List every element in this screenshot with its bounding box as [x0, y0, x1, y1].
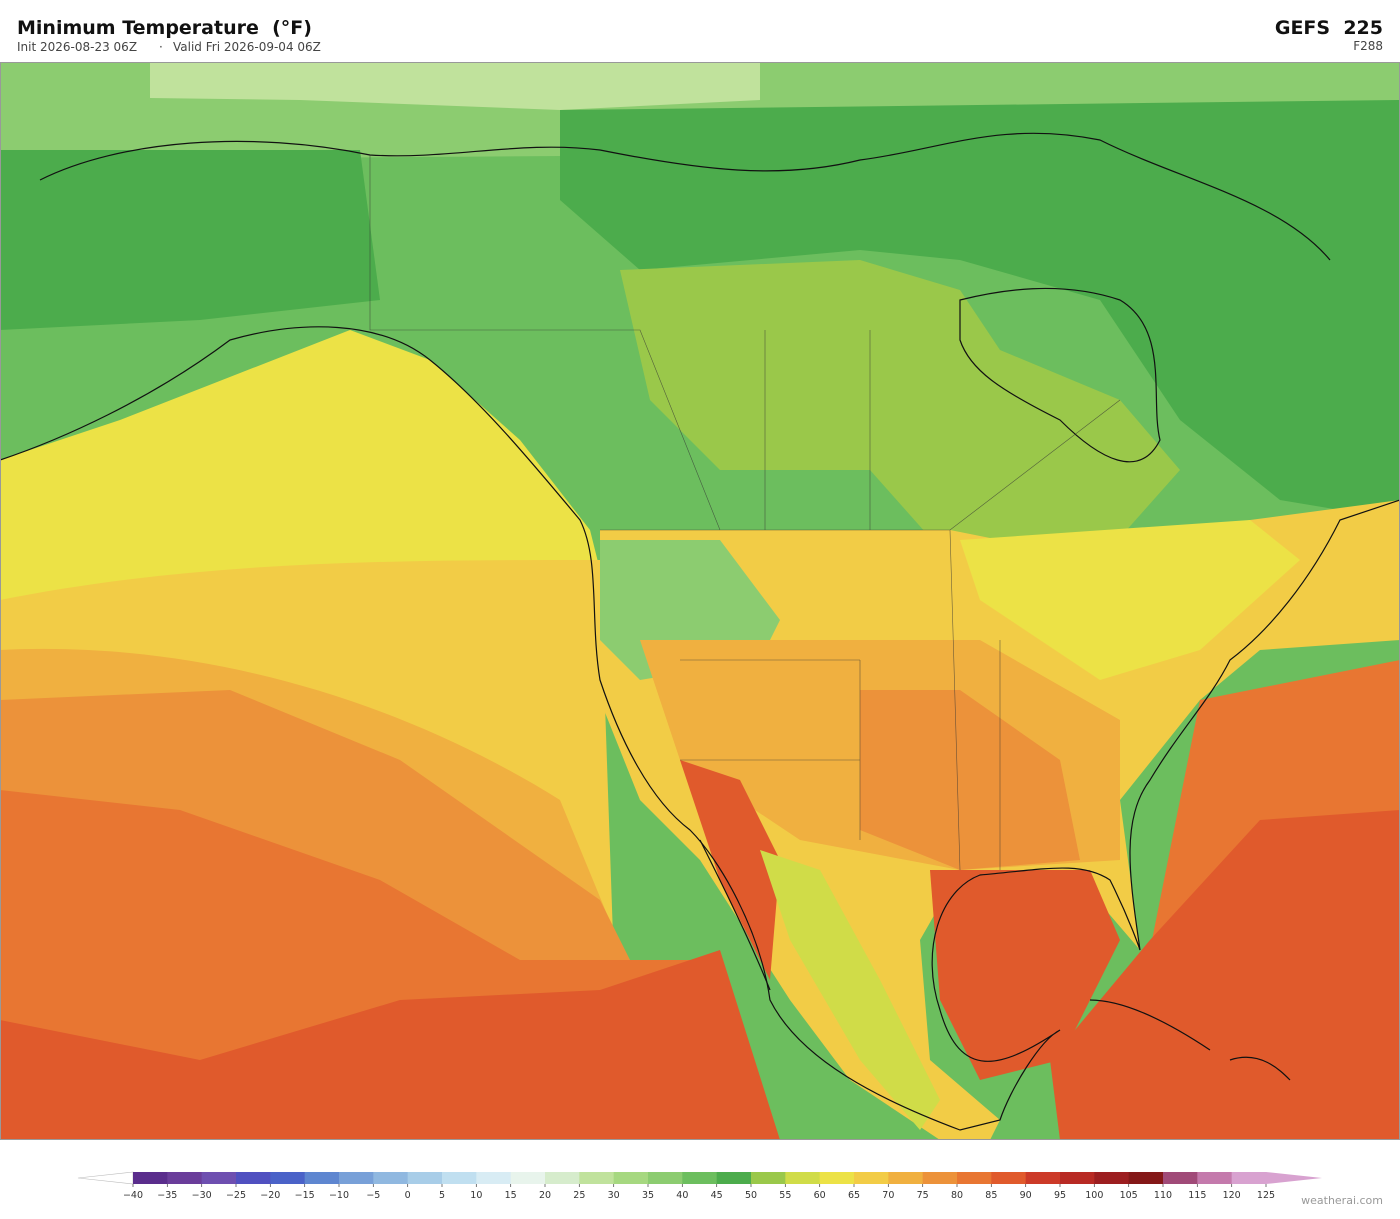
border: [369, 155, 1121, 871]
colorbar-segment: [888, 1172, 924, 1184]
colorbar-segment: [1025, 1172, 1061, 1184]
init-time: Init 2026-08-23 06Z: [17, 40, 137, 54]
colorbar-segment: [1128, 1172, 1164, 1184]
colorbar-segment: [716, 1172, 752, 1184]
colorbar-tick-label: 25: [573, 1190, 585, 1201]
coastline: [959, 287, 1161, 463]
colorbar-tick-label: 110: [1154, 1190, 1172, 1201]
colorbar-segment: [1163, 1172, 1198, 1184]
colorbar-tick-label: −5: [366, 1190, 380, 1201]
colorbar-tick-label: −20: [260, 1190, 280, 1201]
colorbar-tick-label: 50: [745, 1190, 757, 1201]
colorbar-segment: [957, 1172, 992, 1184]
field: [760, 850, 940, 1130]
colorbar-tick-label: 30: [608, 1190, 620, 1201]
colorbar-tick-label: 45: [711, 1190, 723, 1201]
colorbar-tick-label: 55: [779, 1190, 791, 1201]
colorbar-tick-label: −40: [123, 1190, 143, 1201]
colorbar-tick-label: 120: [1223, 1190, 1241, 1201]
colorbar-segment: [682, 1172, 718, 1184]
field: [860, 690, 1080, 870]
colorbar-tick-label: −30: [192, 1190, 212, 1201]
colorbar-tick-label: 125: [1257, 1190, 1275, 1201]
colorbar-tick-label: 10: [470, 1190, 482, 1201]
colorbar-segment: [407, 1172, 443, 1184]
colorbar-tick-label: 70: [882, 1190, 894, 1201]
colorbar-segment: [339, 1172, 374, 1184]
colorbar-segment: [579, 1172, 615, 1184]
colorbar-segment: [133, 1172, 168, 1184]
colorbar-tick-label: 15: [505, 1190, 517, 1201]
colorbar-segment: [751, 1172, 786, 1184]
field: [960, 520, 1300, 680]
field: [620, 260, 1180, 560]
colorbar-over: [1266, 1172, 1322, 1184]
field: [150, 62, 760, 110]
coastline: [699, 839, 771, 991]
field: [0, 150, 380, 330]
colorbar-segment: [373, 1172, 409, 1184]
field: [0, 950, 780, 1140]
colorbar-tick-label: 35: [642, 1190, 654, 1201]
map: [0, 62, 1400, 1140]
colorbar-tick-label: 60: [814, 1190, 826, 1201]
colorbar-segment: [270, 1172, 306, 1184]
colorbar-segment: [922, 1172, 958, 1184]
colorbar-segment: [1094, 1172, 1130, 1184]
model-name: GEFS 225: [1275, 17, 1383, 39]
colorbar-segment: [236, 1172, 271, 1184]
field: [1050, 810, 1400, 1140]
colorbar-segment: [1060, 1172, 1095, 1184]
colorbar-tick-label: 95: [1054, 1190, 1066, 1201]
colorbar-tick-label: 80: [951, 1190, 963, 1201]
coastline: [0, 326, 1400, 1131]
separator: ·: [159, 40, 163, 54]
title: Minimum Temperature (°F): [17, 17, 312, 39]
colorbar-tick-label: 85: [985, 1190, 997, 1201]
forecast-hour: F288: [1353, 39, 1383, 53]
colorbar-tick-label: 100: [1085, 1190, 1103, 1201]
colorbar-segment: [476, 1172, 512, 1184]
colorbar-tick-label: 90: [1020, 1190, 1032, 1201]
colorbar-tick-label: 20: [539, 1190, 551, 1201]
colorbar-segment: [613, 1172, 649, 1184]
valid-time: Valid Fri 2026-09-04 06Z: [173, 40, 321, 54]
field: [680, 760, 780, 980]
colorbar-segment: [991, 1172, 1027, 1184]
colorbar-segment: [510, 1172, 546, 1184]
colorbar-tick-label: 40: [676, 1190, 688, 1201]
field: [930, 870, 1120, 1080]
colorbar-segment: [545, 1172, 580, 1184]
colorbar-tick-label: 115: [1188, 1190, 1206, 1201]
colorbar-segment: [442, 1172, 477, 1184]
credit: weatherai.com: [1301, 1194, 1383, 1207]
colorbar-segment: [648, 1172, 683, 1184]
coastline: [1089, 999, 1291, 1081]
colorbar-tick-label: 5: [439, 1190, 445, 1201]
colorbar-tick-label: −35: [157, 1190, 177, 1201]
colorbar-segment: [1197, 1172, 1233, 1184]
field: [0, 330, 600, 610]
colorbar-segment: [1231, 1172, 1267, 1184]
colorbar-tick-label: −15: [295, 1190, 315, 1201]
colorbar-tick-label: −10: [329, 1190, 349, 1201]
colorbar-tick-label: 65: [848, 1190, 860, 1201]
colorbar-segment: [167, 1172, 203, 1184]
colorbar-segment: [854, 1172, 889, 1184]
colorbar: −40 −35 −30 −25 −20 −15 −10 −5 0 5 10 15 20 25 30 35 40 4…: [77, 1171, 1322, 1201]
colorbar-tick-label: 75: [917, 1190, 929, 1201]
colorbar-tick-label: 0: [405, 1190, 411, 1201]
coastline: [39, 132, 1331, 261]
colorbar-segment: [785, 1172, 821, 1184]
colorbar-tick-label: −25: [226, 1190, 246, 1201]
field: [560, 100, 1400, 520]
colorbar-segment: [819, 1172, 855, 1184]
colorbar-segment: [201, 1172, 237, 1184]
colorbar-tick-label: 105: [1120, 1190, 1138, 1201]
colorbar-segment: [304, 1172, 340, 1184]
